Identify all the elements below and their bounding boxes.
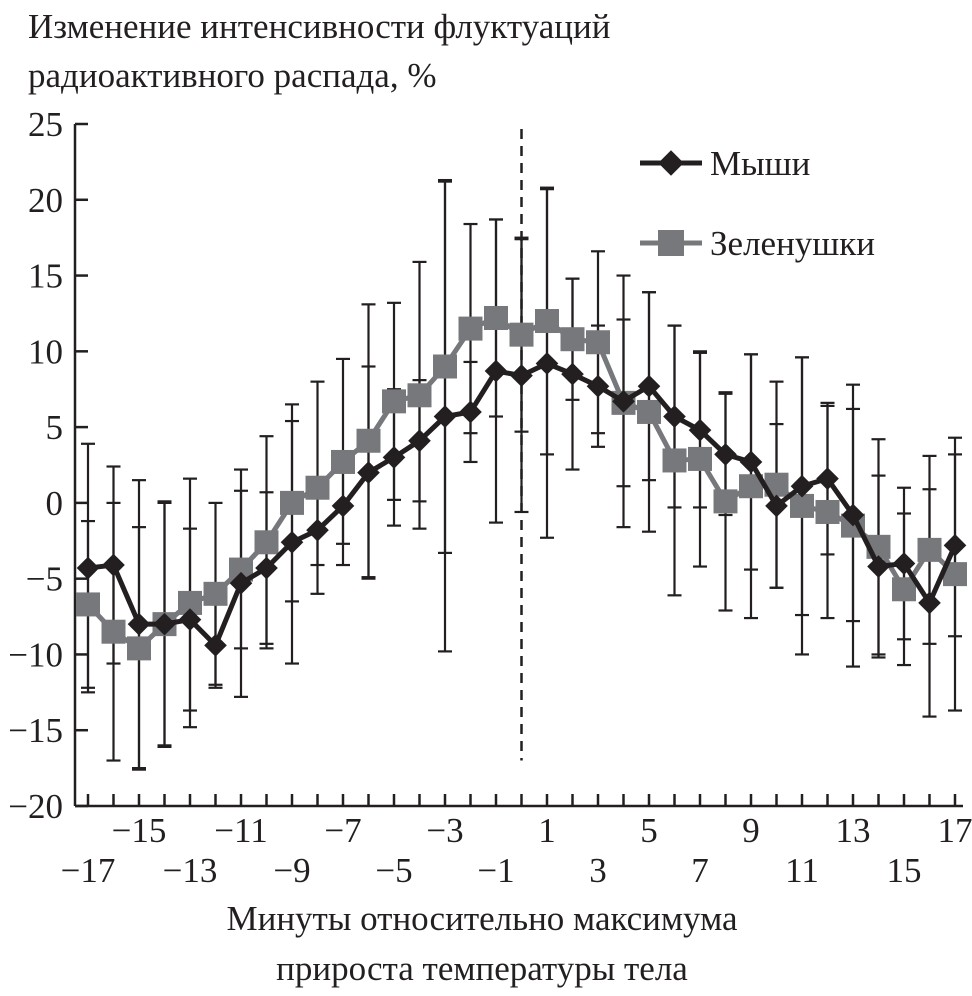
y-tick-label: −15 (8, 711, 63, 750)
y-tick-label: −10 (8, 635, 63, 674)
x-tick-label-upper: −3 (426, 811, 463, 850)
data-point-square (662, 448, 687, 473)
data-point-diamond (918, 591, 941, 615)
x-tick-label-upper: 1 (538, 811, 556, 850)
x-tick-label-lower: 15 (887, 851, 922, 890)
y-tick-label: 0 (46, 484, 64, 523)
data-point-square (815, 499, 840, 524)
data-point-square (892, 577, 916, 602)
x-tick-label-lower: 3 (589, 851, 607, 890)
x-tick-label-upper: 13 (836, 811, 871, 850)
y-tick-label: 20 (28, 181, 63, 220)
legend-marker-greenfinch-square-icon (658, 230, 684, 256)
data-point-square (917, 537, 942, 562)
x-tick-labels: −15 −11 −7 −3 1 5 9 13 17−17 −13 −9 −5 −1 3 7 11 15 (61, 811, 972, 890)
data-point-diamond (867, 555, 890, 578)
data-point-square (586, 330, 610, 355)
data-point-square (484, 305, 508, 330)
series-layer (76, 305, 967, 661)
data-point-diamond (816, 467, 839, 490)
data-point-square (76, 592, 100, 617)
data-point-diamond (714, 443, 737, 466)
x-tick-label-upper: 5 (640, 811, 658, 850)
data-point-diamond (306, 518, 329, 542)
data-point-square (382, 389, 406, 414)
data-point-square (790, 493, 814, 518)
data-point-square (509, 322, 534, 347)
data-point-diamond (76, 556, 100, 580)
data-point-square (254, 530, 279, 555)
data-point-diamond (510, 364, 533, 387)
x-tick-label-lower: 11 (785, 851, 819, 890)
data-point-diamond (433, 405, 457, 428)
x-tick-label-lower: −17 (61, 851, 116, 890)
data-point-square (356, 428, 381, 453)
data-point-square (407, 383, 432, 408)
x-tick-label-lower: −1 (477, 851, 514, 890)
legend: Мыши Зеленушки (640, 144, 875, 263)
data-point-square (203, 581, 228, 606)
data-point-diamond (765, 494, 788, 518)
data-point-diamond (739, 450, 763, 474)
data-point-diamond (408, 429, 431, 453)
chart-title-line-2: радиоактивного распада, % (28, 56, 437, 95)
y-tick-label: 10 (28, 332, 63, 371)
data-point-square (305, 475, 330, 500)
y-tick-label: 15 (28, 257, 63, 296)
x-axis-label-line-2: прироста температуры тела (276, 949, 688, 988)
data-point-square (280, 490, 304, 515)
data-point-diamond (459, 400, 482, 424)
y-tick-label: 5 (46, 408, 64, 447)
data-point-square (535, 309, 559, 334)
data-point-diamond (357, 461, 380, 484)
data-point-diamond (484, 359, 508, 383)
data-point-square (458, 316, 483, 341)
data-point-square (331, 449, 355, 474)
data-point-square (713, 489, 738, 514)
data-point-square (101, 619, 126, 644)
data-point-diamond (127, 612, 151, 636)
data-point-diamond (382, 446, 406, 469)
legend-label-mice: Мыши (710, 144, 810, 183)
data-point-square (688, 446, 712, 471)
data-point-diamond (255, 556, 278, 580)
data-point-square (433, 354, 457, 379)
x-tick-label-upper: −11 (214, 811, 267, 850)
x-tick-label-upper: −7 (324, 811, 361, 850)
data-point-diamond (280, 530, 304, 554)
y-tick-label: −5 (26, 560, 63, 599)
chart-title-line-1: Изменение интенсивности флуктуаций (28, 7, 610, 46)
legend-marker-mice-diamond-icon (658, 150, 684, 176)
data-point-diamond (586, 374, 610, 398)
x-axis-label-line-1: Минуты относительно максимума (226, 899, 738, 938)
x-tick-label-upper: 9 (742, 811, 760, 850)
data-point-diamond (612, 390, 635, 413)
data-point-diamond (790, 474, 814, 498)
data-point-diamond (663, 405, 686, 428)
y-tick-labels: 25 20 15 10 5 0 −5 −10 −15 −20 (8, 105, 63, 826)
data-point-diamond (637, 374, 661, 398)
x-tick-label-lower: 7 (691, 851, 709, 890)
y-tick-label: −20 (8, 787, 63, 826)
data-point-diamond (331, 494, 355, 518)
data-point-diamond (561, 362, 584, 386)
data-point-square (637, 399, 661, 424)
x-tick-label-upper: 17 (938, 811, 972, 850)
x-tick-label-upper: −15 (112, 811, 167, 850)
y-tick-label: 25 (28, 105, 63, 144)
data-point-diamond (102, 553, 125, 577)
x-tick-label-lower: −5 (375, 851, 412, 890)
data-point-diamond (535, 352, 559, 375)
data-point-diamond (892, 552, 916, 575)
x-tick-label-lower: −13 (163, 851, 218, 890)
x-tick-label-lower: −9 (273, 851, 310, 890)
legend-label-greenfinch: Зеленушки (710, 224, 875, 263)
data-point-square (127, 636, 151, 661)
data-point-diamond (943, 534, 967, 557)
data-point-diamond (688, 418, 712, 442)
data-point-square (560, 327, 585, 352)
